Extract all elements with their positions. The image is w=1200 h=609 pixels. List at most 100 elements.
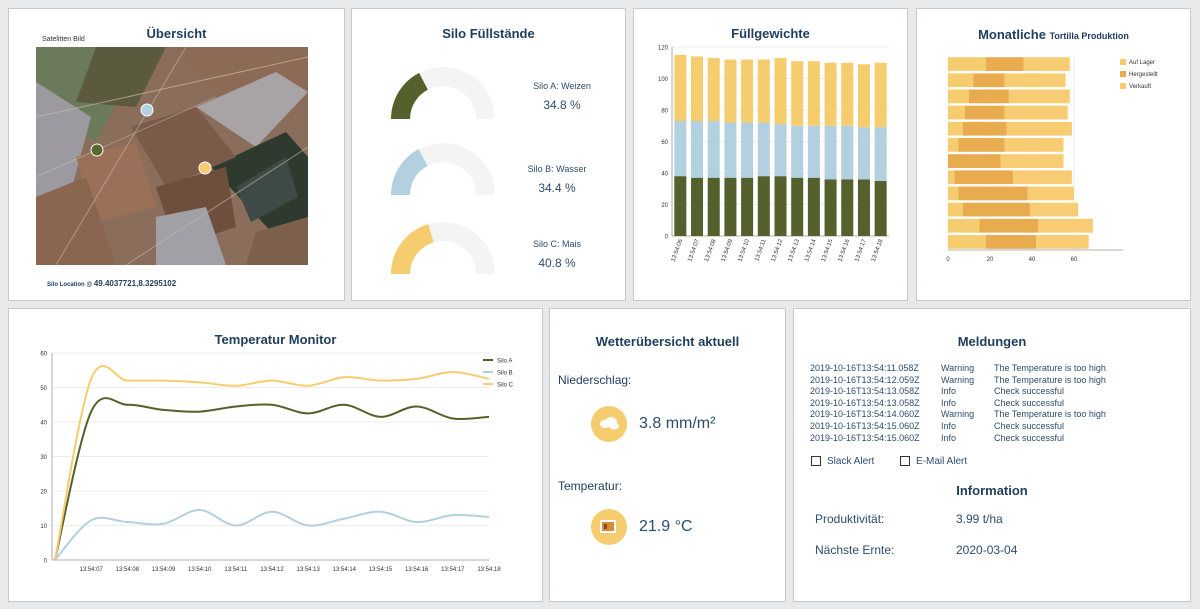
bar-auf-lager [948,105,965,120]
message-time: 2019-10-16T13:54:14.060Z [810,409,920,420]
bar-silo-b [691,121,704,178]
bar-auf-lager [948,89,969,104]
bar-verkauft [1036,235,1089,249]
bar-verkauft [1029,202,1079,217]
y-tick-label: 10 [40,524,47,530]
line-silo-b [54,508,490,561]
slack-alert-option[interactable]: Slack Alert [811,456,874,467]
x-tick-label: 40 [1029,257,1036,263]
x-tick-label: 13:54:17 [854,238,868,263]
bar-silo-b [741,122,754,178]
bar-silo-c [874,62,887,128]
bar-silo-a [724,177,737,236]
y-tick-label: 40 [40,421,47,427]
location-prefix: Silo Location @ [47,282,93,288]
information-title: Information [956,483,1028,498]
bar-auf-lager [948,186,959,201]
bar-silo-a [707,177,720,236]
satellite-label: Satelitten Bild [42,36,85,43]
bar-auf-lager [948,235,986,249]
bar-hergestellt [962,121,1007,136]
silo-c-readout: Silo C: Mais 40.8 % [497,239,617,270]
silo-levels-panel: Silo Füllstände Silo A: Weizen 34.8 % Si… [351,8,626,301]
bar-silo-b [774,124,787,177]
weather-title: Wetterübersicht aktuell [595,334,740,349]
bar-silo-b [674,121,687,177]
bar-silo-c [857,64,870,128]
x-tick-label: 13:54:08 [704,238,718,263]
bar-auf-lager [948,121,963,136]
message-level: Warning [941,363,975,373]
bar-silo-b [824,125,837,180]
overview-panel: Übersicht Satelitten Bild [8,8,345,301]
bar-silo-c [691,56,704,122]
x-tick-label: 13:54:16 [838,238,852,263]
message-time: 2019-10-16T13:54:11.058Z [810,363,919,373]
bar-silo-c [757,59,770,123]
y-tick-label: 60 [661,140,668,146]
bar-silo-a [874,180,887,236]
bar-silo-b [757,122,770,177]
x-tick-label: 13:54:18 [871,238,885,263]
temp-value: 21.9 °C [639,518,693,535]
slack-alert-checkbox[interactable] [811,456,821,467]
message-level: Warning [941,374,975,385]
y-tick-label: 60 [40,352,47,358]
bar-silo-a [741,177,754,236]
location-line: Silo Location @ 49.4037721,8.3295102 [47,279,176,288]
silo-levels-title: Silo Füllstände [442,26,535,41]
x-tick-label: 13:54:14 [804,238,818,263]
silo-c-marker[interactable] [198,161,212,175]
bar-silo-b [874,127,887,181]
x-tick-label: 13:54:10 [188,567,212,573]
line-silo-c [54,365,490,561]
bar-auf-lager [948,73,974,88]
productivity-value: 3.99 t/ha [956,512,1003,526]
satellite-map[interactable] [36,47,308,265]
bar-hergestellt [948,154,1001,168]
email-alert-option[interactable]: E-Mail Alert [900,456,967,467]
bar-verkauft [1004,105,1068,120]
bar-verkauft [1000,154,1064,168]
bar-hergestellt [958,138,1005,152]
silo-b-value: 34.4 % [538,181,576,195]
message-level: Info [941,397,957,408]
y-tick-label: 50 [40,386,47,392]
silo-c-value: 40.8 % [538,256,576,270]
bar-silo-c [807,61,820,126]
bar-verkauft [1008,89,1070,104]
bar-silo-b [857,127,870,180]
y-tick-label: 40 [661,172,668,178]
x-tick-label: 13:54:11 [754,238,768,262]
y-tick-label: 120 [658,46,669,52]
silo-a-value: 34.8 % [543,98,581,112]
bar-hergestellt [962,202,1030,217]
message-text: Check successful [994,397,1065,408]
legend-swatch [1120,71,1126,77]
silo-a-marker[interactable] [90,143,104,157]
silo-b-marker[interactable] [140,103,154,117]
legend-swatch [1120,83,1126,89]
message-text: The Temperature is too high [994,409,1106,420]
y-tick-label: 100 [658,77,669,83]
precip-value: 3.8 mm/m² [639,415,716,432]
bar-hergestellt [973,73,1005,88]
x-tick-label: 20 [987,257,994,263]
x-tick-label: 13:54:06 [671,238,685,263]
x-tick-label: 13:54:14 [333,567,357,573]
bar-auf-lager [948,138,959,152]
messages-title: Meldungen [957,334,1027,349]
bar-silo-b [724,122,737,178]
y-tick-label: 20 [40,490,47,496]
bar-hergestellt [964,105,1005,120]
location-coords: 49.4037721,8.3295102 [93,279,177,288]
bar-silo-c [674,54,687,122]
bar-silo-a [857,179,870,236]
x-tick-label: 13:54:10 [737,238,751,263]
bar-silo-c [841,62,854,126]
email-alert-checkbox[interactable] [900,456,910,467]
x-tick-label: 13:54:07 [687,238,701,263]
silo-a-readout: Silo A: Weizen 34.8 % [502,81,622,112]
cloud-rain-icon [591,406,627,442]
